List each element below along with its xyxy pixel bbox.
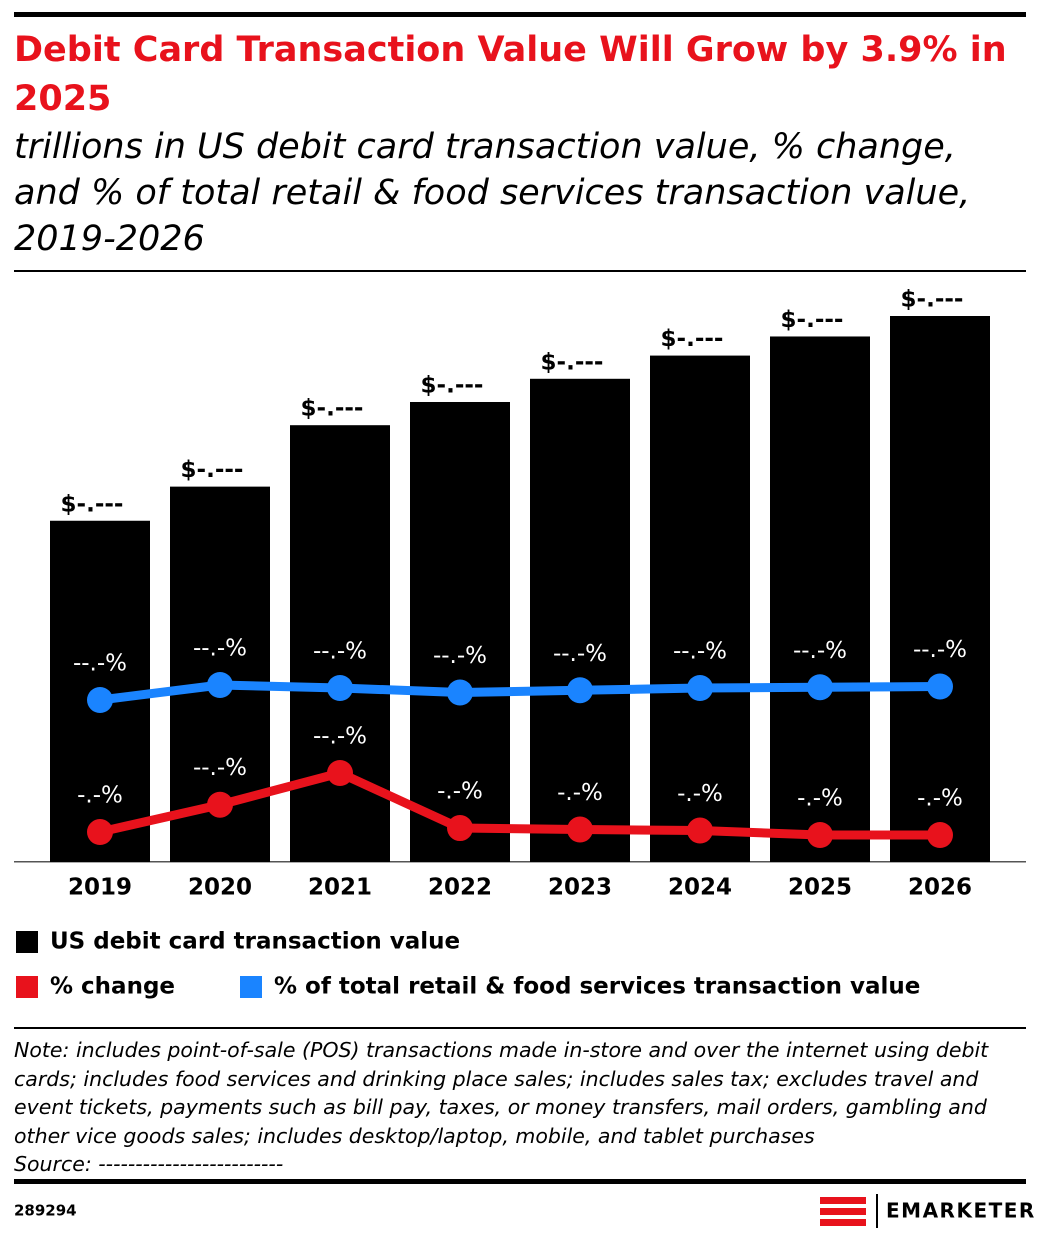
bar-value-label: $-.--- — [61, 491, 124, 517]
point-value-label: -.-% — [917, 786, 963, 812]
point-value-label: -.-% — [677, 781, 723, 807]
x-tick-label: 2026 — [908, 875, 972, 901]
point — [927, 822, 953, 848]
bar — [410, 401, 510, 862]
point — [207, 672, 233, 698]
point — [567, 677, 593, 704]
point — [447, 679, 473, 706]
series-line — [99, 768, 940, 840]
logo-divider — [876, 1194, 878, 1228]
brand: EMARKETER — [886, 1199, 1036, 1223]
point-value-label: -.-% — [557, 780, 603, 806]
note: Note: includes point-of-sale (POS) trans… — [14, 1038, 989, 1148]
bar — [770, 336, 870, 863]
legend-swatch — [240, 976, 262, 998]
point-value-label: -.-% — [437, 779, 483, 805]
logo — [820, 1194, 878, 1228]
legend-label: % change — [50, 974, 175, 1000]
point — [687, 675, 713, 701]
x-tick-label: 2020 — [188, 875, 252, 901]
point-value-label: -.-% — [797, 786, 843, 812]
logo-bar — [820, 1219, 866, 1226]
bar-value-label: $-.--- — [661, 326, 724, 352]
legend-swatch — [16, 976, 38, 998]
chart-id: 289294 — [14, 1202, 77, 1220]
point — [207, 791, 233, 818]
x-tick-label: 2022 — [428, 875, 492, 901]
bar-value-label: $-.--- — [301, 396, 364, 422]
bar — [530, 378, 630, 862]
chart-subtitle: trillions in US debit card transaction v… — [14, 127, 971, 259]
point-value-label: --.-% — [193, 755, 247, 781]
point — [87, 687, 113, 713]
x-tick-label: 2019 — [68, 875, 132, 901]
point-value-label: --.-% — [913, 637, 967, 663]
top-rule — [14, 12, 1026, 17]
x-tick-label: 2021 — [308, 875, 372, 901]
series-line — [99, 680, 941, 705]
point-value-label: --.-% — [433, 643, 487, 669]
bar-value-label: $-.--- — [901, 287, 964, 313]
chart-title: Debit Card Transaction Value Will Grow b… — [14, 30, 1007, 119]
point — [807, 822, 833, 848]
point-value-label: --.-% — [313, 724, 367, 750]
point-value-label: --.-% — [673, 639, 727, 665]
bar-value-label: $-.--- — [181, 457, 244, 483]
source: Source: ------------------------- — [14, 1152, 284, 1176]
point-value-label: --.-% — [313, 639, 367, 665]
legend-label: % of total retail & food services transa… — [274, 974, 920, 1000]
point-value-label: -.-% — [77, 783, 123, 809]
point — [327, 675, 353, 701]
x-tick-label: 2023 — [548, 875, 612, 901]
legend-swatch — [16, 931, 38, 953]
point — [807, 674, 833, 701]
bar-value-label: $-.--- — [421, 372, 484, 398]
point-value-label: --.-% — [193, 636, 247, 662]
bar-value-label: $-.--- — [781, 307, 844, 333]
bar — [650, 355, 750, 862]
logo-bar — [820, 1197, 866, 1204]
point — [687, 817, 713, 844]
point — [567, 816, 593, 843]
x-tick-label: 2025 — [788, 875, 852, 901]
legend-label: US debit card transaction value — [50, 929, 460, 955]
logo-bar — [820, 1208, 866, 1215]
point-value-label: --.-% — [73, 651, 127, 677]
point-value-label: --.-% — [793, 638, 847, 664]
point — [927, 673, 953, 700]
point-value-label: --.-% — [553, 641, 607, 667]
header-rule — [14, 270, 1026, 272]
bar-value-label: $-.--- — [541, 349, 604, 375]
footer-rule — [14, 1179, 1026, 1184]
note-rule — [14, 1027, 1026, 1029]
baseline — [14, 861, 1026, 863]
point — [447, 815, 473, 842]
point — [87, 819, 113, 846]
x-tick-label: 2024 — [668, 875, 732, 901]
point — [327, 760, 353, 786]
bar — [890, 316, 990, 862]
